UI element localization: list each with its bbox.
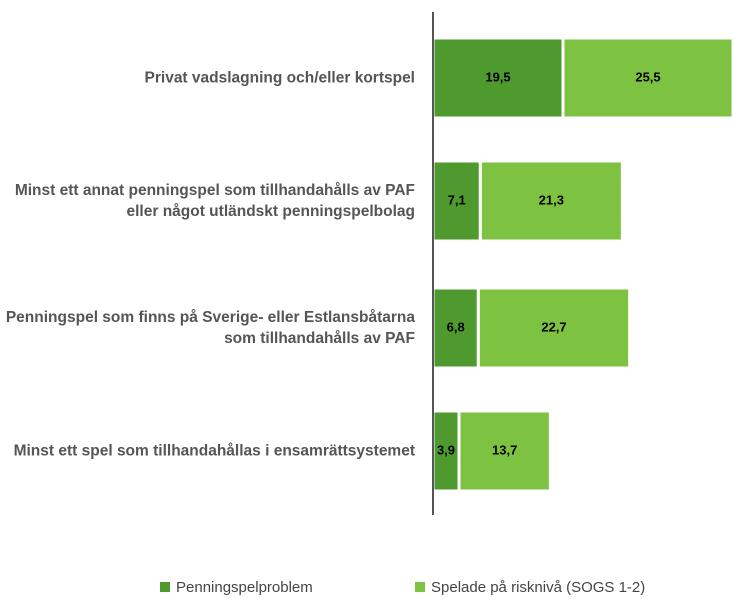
bar-segment bbox=[457, 409, 552, 493]
value-label: 13,7 bbox=[492, 442, 517, 457]
legend-label: Spelade på risknivå (SOGS 1-2) bbox=[431, 579, 645, 596]
bar-segment bbox=[561, 36, 733, 120]
legend-label: Penningspelproblem bbox=[176, 579, 313, 596]
value-label: 6,8 bbox=[447, 319, 465, 334]
value-label: 19,5 bbox=[485, 69, 510, 84]
category-label: Penningspel som finns på Sverige- eller … bbox=[5, 309, 415, 347]
value-label: 3,9 bbox=[437, 442, 455, 457]
value-label: 21,3 bbox=[539, 192, 564, 207]
category-label: Privat vadslagning och/eller kortspel bbox=[144, 69, 415, 87]
legend-swatch bbox=[160, 582, 170, 592]
category-label: Minst ett spel som tillhandahållas i ens… bbox=[13, 442, 415, 460]
bar-segment bbox=[431, 159, 482, 243]
legend-swatch bbox=[415, 582, 425, 592]
bar-segment bbox=[478, 159, 624, 243]
category-label: Minst ett annat penningspel som tillhand… bbox=[14, 182, 415, 220]
bar-segment bbox=[476, 286, 632, 370]
value-label: 22,7 bbox=[541, 319, 566, 334]
value-label: 25,5 bbox=[635, 69, 660, 84]
value-label: 7,1 bbox=[448, 192, 466, 207]
